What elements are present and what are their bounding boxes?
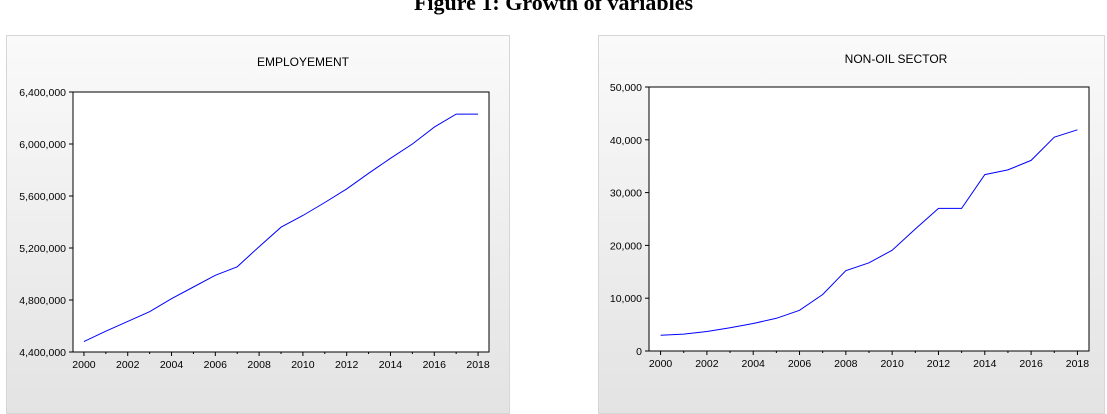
y-tick-label: 0 [636, 346, 642, 358]
plot-area [72, 91, 490, 353]
axis-ticks: 0 10,000 20,000 30,000 40,000 50,000 2000 2002 2… [610, 82, 1089, 370]
y-tick-label: 10,000 [610, 293, 642, 305]
x-tick-label: 2000 [72, 359, 96, 371]
x-tick-label: 2008 [834, 358, 858, 370]
x-tick-label: 2004 [160, 359, 184, 371]
x-tick-label: 2000 [649, 358, 673, 370]
x-tick-label: 2006 [204, 359, 228, 371]
plot-area [648, 86, 1090, 352]
series-line [660, 129, 1078, 336]
employment-chart-panel: EMPLOYEMENT 4,400,000 4,800,000 5,200,000 5… [6, 35, 510, 414]
x-tick-label: 2014 [973, 358, 997, 370]
x-tick-label: 2018 [1066, 358, 1090, 370]
chart-title: NON-OIL SECTOR [845, 52, 948, 66]
y-tick-label: 4,400,000 [19, 347, 66, 359]
y-tick-label: 30,000 [610, 188, 642, 200]
x-tick-label: 2008 [247, 359, 271, 371]
axis-ticks: 4,400,000 4,800,000 5,200,000 5,600,000 6,00… [19, 87, 490, 371]
x-tick-label: 2010 [291, 359, 315, 371]
x-tick-label: 2012 [335, 359, 359, 371]
x-tick-label: 2006 [788, 358, 812, 370]
x-tick-label: 2016 [1019, 358, 1043, 370]
x-tick-label: 2002 [116, 359, 140, 371]
series-line [83, 113, 479, 343]
y-tick-label: 20,000 [610, 240, 642, 252]
non-oil-sector-chart-panel: NON-OIL SECTOR 0 10,000 20,000 30,000 40,000… [598, 35, 1105, 414]
employment-chart: EMPLOYEMENT 4,400,000 4,800,000 5,200,000 5… [7, 36, 509, 413]
x-tick-label: 2010 [880, 358, 904, 370]
y-tick-label: 50,000 [610, 82, 642, 94]
x-tick-label: 2014 [379, 359, 403, 371]
y-tick-label: 5,600,000 [19, 191, 66, 203]
y-tick-label: 40,000 [610, 135, 642, 147]
x-tick-label: 2002 [695, 358, 719, 370]
chart-title: EMPLOYEMENT [257, 55, 350, 69]
y-tick-label: 6,000,000 [19, 139, 66, 151]
non-oil-sector-chart: NON-OIL SECTOR 0 10,000 20,000 30,000 40,000… [599, 36, 1104, 413]
figure-title: Figure 1: Growth of variables [413, 0, 694, 15]
y-tick-label: 4,800,000 [19, 295, 66, 307]
y-tick-label: 5,200,000 [19, 243, 66, 255]
x-tick-label: 2004 [742, 358, 766, 370]
x-tick-label: 2012 [927, 358, 951, 370]
x-tick-label: 2018 [466, 359, 490, 371]
x-tick-label: 2016 [423, 359, 447, 371]
y-tick-label: 6,400,000 [19, 87, 66, 99]
